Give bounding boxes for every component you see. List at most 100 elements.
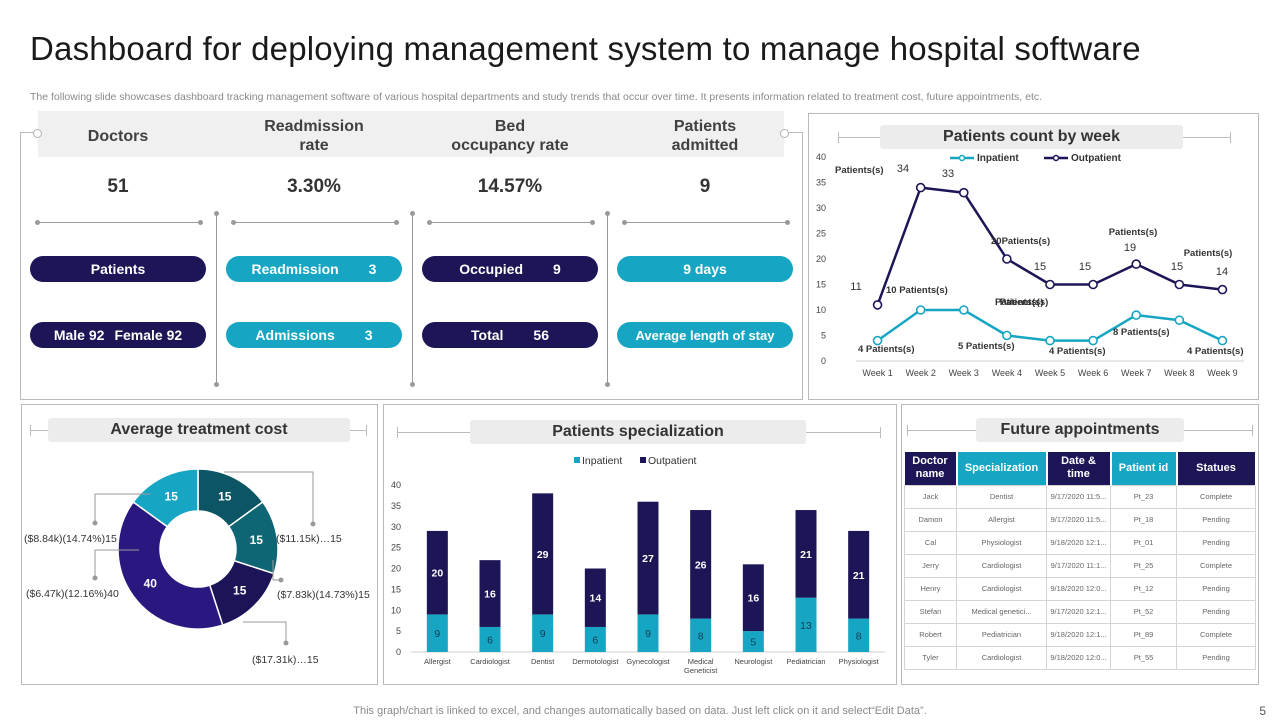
table-row: Henry Cardiologist 9/18/2020 12:0... Pt_12 P…: [904, 576, 1256, 601]
data-label: 15: [1034, 261, 1046, 273]
cell: Cal: [904, 530, 957, 555]
kpi-divider: [35, 220, 203, 225]
pill-value: 56: [533, 327, 549, 343]
kpi-divider: [622, 220, 790, 225]
data-point-inpatient: [1002, 330, 1012, 341]
data-label: 14: [1216, 266, 1228, 278]
cell: Medical genetici...: [956, 599, 1047, 624]
kpi-column-separator: [605, 211, 610, 387]
cell: Pending: [1176, 507, 1256, 532]
cell: 9/17/2020 11:1...: [1046, 553, 1111, 578]
slice-label: 40: [144, 577, 158, 591]
x-tick-label: Cardiologist: [470, 657, 511, 666]
weekly-chart-title: Patients count by week: [880, 125, 1183, 149]
data-label: 19: [1124, 242, 1136, 254]
data-point-outpatient: [1174, 279, 1185, 290]
cell: Pt_01: [1110, 530, 1177, 555]
data-label: 4 Patients(s): [858, 344, 915, 355]
kpi-heading-doctors: Doctors: [87, 127, 149, 145]
x-tick-label: Dermotologist: [572, 657, 619, 666]
kpi-heading-readmission: Readmission rate: [264, 118, 364, 154]
legend-inpatient-marker: [958, 154, 966, 162]
kpi-heading-bed-occupancy: Bed occupancy rate: [451, 118, 569, 154]
y-tick-label: 10: [391, 605, 401, 615]
specialization-bar-chart: Inpatient Outpatient 0 5 10 15 20 25 30 35 40 9 20 Al…: [391, 455, 885, 675]
data-label: 15: [1171, 261, 1183, 273]
pill-label: 9 days: [683, 261, 727, 277]
page-number: 5: [1259, 704, 1266, 718]
x-tick-label: Neurologist: [734, 657, 773, 666]
kpi-value-doctors: 51: [107, 176, 129, 197]
bar-label-outpatient: 29: [537, 549, 549, 561]
bar-outpatient: [532, 493, 554, 615]
cell: Jerry: [904, 553, 957, 578]
specialization-title: Patients specialization: [470, 420, 806, 444]
appointments-header-row: Doctor name Specialization Date & time P…: [904, 452, 1257, 485]
table-row: Robert Pediatrician 9/18/2020 12:1... Pt_89…: [904, 622, 1256, 647]
bar-outpatient: [742, 564, 764, 632]
x-tick-label: Week 2: [905, 368, 935, 378]
x-tick-label: Week 9: [1207, 368, 1237, 378]
cell: Pt_89: [1110, 622, 1177, 647]
pill-label: Male 92: [53, 327, 105, 343]
cell: Complete: [1176, 622, 1256, 647]
cell: Robert: [904, 622, 957, 647]
cell: Cardiologist: [956, 645, 1047, 670]
data-label: 33: [942, 168, 954, 180]
callout-dot: [92, 520, 98, 526]
weekly-line-chart: 0 5 10 15 20 25 30 35 40 Week 1 Week 2 Week 3 Week 4…: [816, 152, 1244, 378]
callout-dot: [283, 640, 289, 646]
bar-label-inpatient: 6: [592, 634, 598, 646]
page-subtitle: The following slide showcases dashboard …: [30, 91, 1043, 103]
pill-value: 9: [553, 261, 561, 277]
appointments-table: Doctor name Specialization Date & time P…: [904, 452, 1257, 670]
y-tick-label: 25: [391, 543, 401, 553]
data-point-inpatient: [1045, 335, 1055, 346]
cell: Allergist: [956, 507, 1047, 532]
data-label: 20Patients(s): [991, 236, 1050, 247]
x-tick-label: Week 3: [949, 368, 979, 378]
days-pill: 9 days: [617, 256, 793, 282]
data-point-outpatient: [1088, 279, 1098, 290]
data-point-inpatient: [915, 305, 926, 315]
y-tick-label: 15: [391, 584, 401, 594]
kpi-value-bed-occupancy: 14.57%: [477, 176, 543, 197]
admissions-pill: Admissions 3: [226, 322, 402, 348]
cell: Pediatrician: [956, 622, 1047, 647]
legend-outpatient-marker: [1052, 154, 1060, 162]
callout-label: ($17.31k)…15: [252, 654, 319, 666]
footer-note: This graph/chart is linked to excel, and…: [353, 705, 927, 717]
cell: Pt_25: [1110, 553, 1177, 578]
col-status: Statues: [1176, 452, 1257, 485]
col-date-time: Date & time: [1046, 452, 1112, 485]
treatment-cost-title: Average treatment cost: [48, 418, 350, 442]
cell: 9/17/2020 12:1...: [1046, 599, 1111, 624]
col-specialization: Specialization: [956, 452, 1048, 485]
pill-value: 3: [368, 261, 377, 277]
cell: 9/18/2020 12:0...: [1046, 645, 1111, 670]
bar-inpatient: [479, 626, 501, 652]
donut-slice: [117, 500, 224, 630]
data-label: Patients(s): [835, 165, 884, 176]
cell: Dentist: [956, 484, 1047, 509]
legend-inpatient-label: Inpatient: [977, 153, 1019, 164]
data-label: 10 Patients(s): [886, 285, 948, 296]
cell: Pt_18: [1110, 507, 1177, 532]
x-tick-label: Allergist: [424, 657, 452, 666]
bar-label-outpatient: 20: [431, 568, 443, 580]
bar-inpatient: [742, 631, 764, 652]
callout-dot: [92, 575, 98, 581]
bar-label-inpatient: 9: [434, 628, 440, 640]
cell: 9/17/2020 11:5...: [1046, 484, 1111, 509]
callout-label: ($11.15k)…15: [276, 533, 342, 545]
cell: Tyler: [904, 645, 957, 670]
pill-label: Average length of stay: [635, 327, 775, 343]
bar-inpatient: [795, 597, 817, 652]
bar-label-outpatient: 16: [484, 589, 496, 601]
bar-outpatient: [637, 501, 659, 615]
cell: Cardiologist: [956, 576, 1047, 601]
x-tick-label: Week 7: [1121, 368, 1151, 378]
data-point-outpatient: [1217, 284, 1228, 295]
x-tick-label: Dentist: [531, 657, 555, 666]
y-tick-label: 30: [391, 522, 401, 532]
